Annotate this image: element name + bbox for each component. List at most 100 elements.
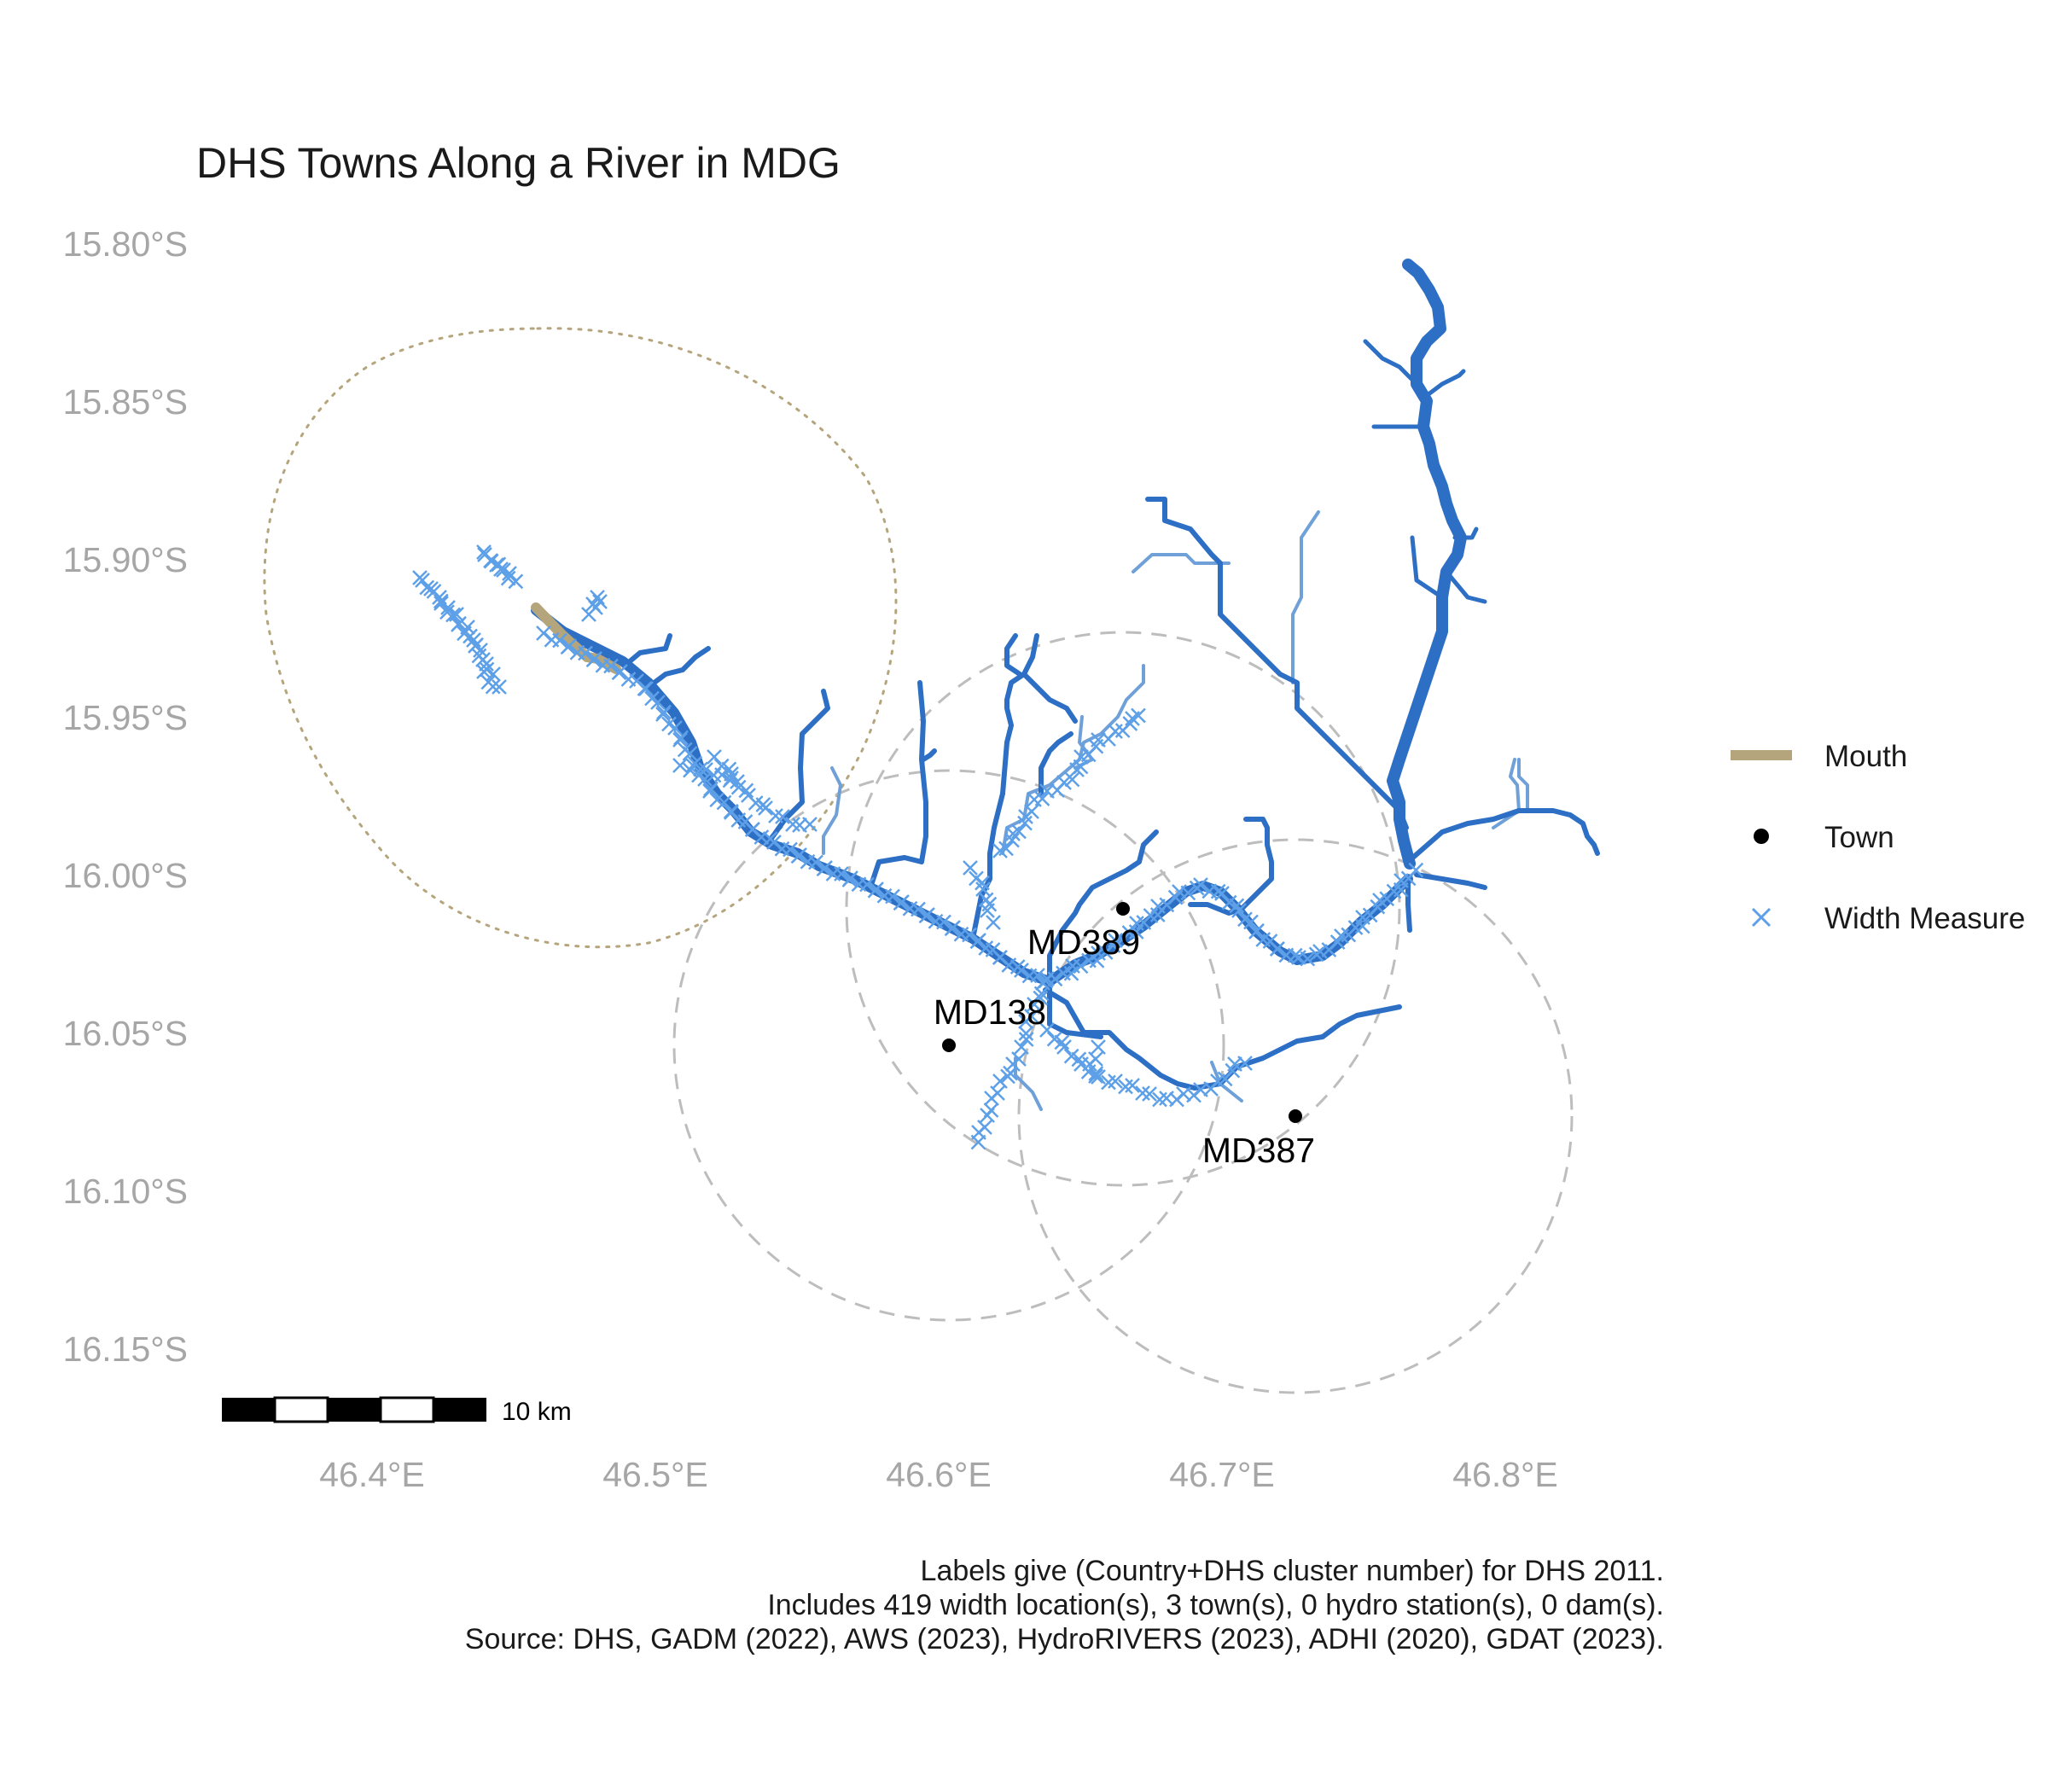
width-measure-marker <box>970 1134 986 1150</box>
width-measure-marker <box>986 915 1001 930</box>
river-segment <box>1452 527 1479 540</box>
width-measure-marker <box>1014 1039 1029 1055</box>
width-measure-marker <box>1018 1032 1034 1047</box>
width-measure-marker <box>638 681 654 696</box>
town-marker <box>942 1039 956 1052</box>
width-measure-marker <box>843 870 858 886</box>
width-measure-marker <box>975 881 991 897</box>
y-tick-label: 15.85°S <box>63 382 188 422</box>
width-measure-marker <box>1000 1068 1015 1085</box>
y-tick-label: 15.90°S <box>63 540 188 579</box>
width-measure-marker <box>1056 1039 1072 1055</box>
river-segment <box>1410 535 1445 600</box>
width-measure-marker <box>1142 1086 1157 1102</box>
y-tick-label: 16.10°S <box>63 1172 188 1211</box>
width-measure-marker <box>1091 1039 1106 1055</box>
river-segment <box>921 748 937 762</box>
river-segment <box>627 633 672 664</box>
y-axis: 15.80°S 15.85°S 15.90°S 15.95°S 16.00°S … <box>63 224 188 1369</box>
width-measure-marker <box>724 766 739 782</box>
width-measure-marker <box>1270 941 1285 957</box>
river-segment <box>1047 979 1103 1039</box>
width-measure-marker <box>1131 707 1146 724</box>
towns: MD389 MD138 MD387 <box>934 902 1315 1170</box>
width-measure-marker <box>476 544 492 560</box>
width-measure-marker <box>1064 771 1080 788</box>
width-measure-marker <box>1287 947 1303 963</box>
buffer-circle-md389 <box>845 631 1401 1187</box>
scale-bar-segment <box>379 1396 435 1423</box>
scale-bar-segment <box>328 1398 381 1422</box>
width-measure-marker <box>1024 804 1039 819</box>
width-measure-marker <box>682 746 698 761</box>
width-measure-marker <box>585 596 601 612</box>
width-measure-marker <box>984 1091 999 1106</box>
buffer-circles <box>263 327 1574 1394</box>
legend-label-town: Town <box>1824 821 1894 854</box>
width-measure-marker <box>992 1073 1008 1089</box>
width-measure-marker <box>1005 1056 1021 1072</box>
x-axis: 46.4°E 46.5°E 46.6°E 46.7°E 46.8°E <box>319 1455 1558 1494</box>
width-measure-marker <box>432 590 447 605</box>
width-measure-marker <box>702 783 718 799</box>
width-measure-marker <box>1047 971 1063 987</box>
width-measure-marker <box>449 607 464 622</box>
width-measure-marker <box>980 903 995 918</box>
river-main-trunk <box>531 605 1413 986</box>
river-segment <box>1145 497 1409 830</box>
river-segment <box>1363 339 1419 387</box>
main-river-network <box>531 259 1600 1091</box>
width-measure-marker <box>667 720 683 736</box>
legend-width-swatch <box>1751 907 1772 928</box>
width-measure-marker <box>1229 898 1245 914</box>
river-north-trunk <box>1387 259 1467 870</box>
town-label: MD138 <box>934 992 1046 1032</box>
width-measure-marker <box>1073 958 1089 975</box>
width-measure-marker <box>419 579 435 596</box>
width-measure-marker <box>445 607 461 623</box>
mouth-segment <box>531 602 621 674</box>
minor-tributaries <box>822 510 1529 1111</box>
town-label: MD389 <box>1027 922 1140 962</box>
width-measure-marker <box>721 761 737 777</box>
scale-bar: 10 km <box>222 1396 572 1426</box>
river-segment <box>1039 731 1073 796</box>
river-segment <box>1047 829 1159 984</box>
x-tick-label: 46.7°E <box>1169 1455 1275 1494</box>
width-measure-marker <box>975 875 990 891</box>
width-measure-marker <box>1056 775 1072 790</box>
legend-label-width-measure: Width Measure <box>1824 902 2025 935</box>
width-measure-marker <box>1014 963 1029 978</box>
width-measure-marker <box>1034 791 1050 806</box>
y-tick-label: 15.80°S <box>63 224 188 264</box>
width-measure-marker <box>1408 862 1424 878</box>
width-measure-marker <box>1030 968 1045 983</box>
x-tick-label: 46.8°E <box>1452 1455 1558 1494</box>
width-measure-marker <box>440 600 456 615</box>
width-measure-marker <box>998 841 1014 857</box>
river-segment <box>1405 808 1600 864</box>
width-measure-marker <box>775 809 790 824</box>
width-measure-marker <box>707 749 722 765</box>
width-measure-marker <box>1231 903 1247 918</box>
y-tick-label: 16.05°S <box>63 1014 188 1053</box>
x-tick-label: 46.5°E <box>602 1455 708 1494</box>
width-measure-marker <box>685 758 701 773</box>
width-measure-marker <box>479 656 494 672</box>
width-measure-marker <box>672 758 688 773</box>
width-measure-marker <box>1082 1056 1097 1072</box>
width-measure-marker <box>693 761 708 777</box>
width-measure-marker <box>1108 1073 1123 1089</box>
width-measure-marker <box>1243 914 1259 930</box>
y-tick-label: 16.00°S <box>63 856 188 895</box>
width-measure-marker <box>834 866 849 881</box>
river-segment <box>1492 758 1521 829</box>
width-measure-marker <box>1004 832 1020 848</box>
width-measure-marker <box>486 666 501 682</box>
width-measure-marker <box>655 707 671 722</box>
river-segment <box>646 646 711 689</box>
width-measure-marker <box>1091 1069 1106 1085</box>
y-tick-label: 15.95°S <box>63 698 188 737</box>
width-measure-marker <box>1180 885 1196 901</box>
